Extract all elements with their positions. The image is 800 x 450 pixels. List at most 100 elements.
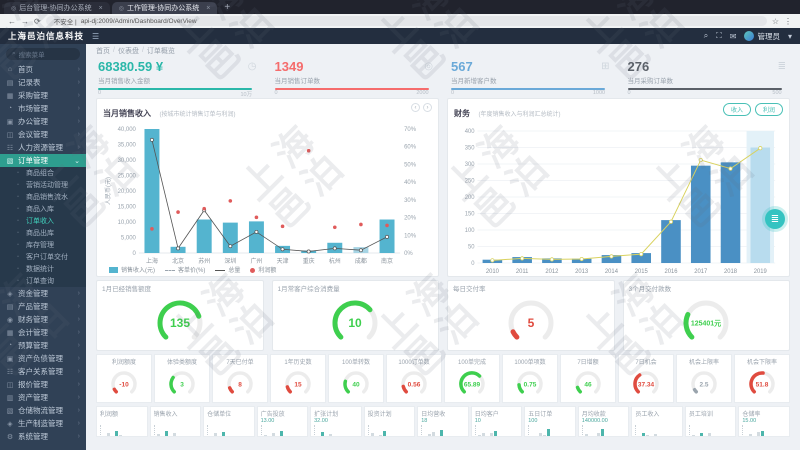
sidebar-subitem[interactable]: ▫ 客户订单交付: [0, 251, 86, 263]
sidebar-item[interactable]: ◈ 生产制造管理 ›: [0, 417, 86, 430]
sidebar-item[interactable]: ▣ 办公管理 ›: [0, 115, 86, 128]
sidebar-subitem[interactable]: ▫ 库存管理: [0, 239, 86, 251]
sidebar-subitem[interactable]: ▫ 营销活动管理: [0, 179, 86, 191]
gauge-label: 3个月交付款数: [628, 286, 672, 293]
line-marker: [306, 249, 311, 254]
legend-item[interactable]: 客单价(%): [165, 265, 205, 274]
tab-close-icon[interactable]: ×: [98, 4, 103, 12]
mini-chart-value: [368, 418, 412, 424]
sidebar-item[interactable]: ◉ 财务管理 ›: [0, 313, 86, 326]
fullscreen-icon[interactable]: ⛶: [716, 31, 722, 40]
sidebar-item[interactable]: ▤ 产品管理 ›: [0, 300, 86, 313]
sidebar-item[interactable]: ⚙ 系统管理 ›: [0, 430, 86, 443]
gauge-label: 100单转数: [341, 360, 370, 366]
mini-chart: 员工培训: [684, 406, 737, 437]
small-gauge: 1000单项数 0.75: [502, 354, 558, 403]
pager-prev-icon[interactable]: ‹: [411, 103, 420, 112]
breadcrumb-item[interactable]: 订单概览: [146, 47, 175, 55]
stat-range: 0 10万: [98, 90, 252, 98]
sales-chart-svg[interactable]: 40,000 35,000 30,000 25,000 20,000 15,000 10,0…: [103, 121, 432, 271]
sidebar-item[interactable]: ▤ 记录表 ›: [0, 76, 86, 89]
browser-tab-2[interactable]: ◎ 工作管理-协同办公系统 ×: [111, 2, 218, 14]
gauge-label: 每日交付率: [453, 286, 486, 293]
avatar[interactable]: [744, 31, 755, 41]
chevron-right-icon: ›: [77, 433, 80, 440]
forward-icon[interactable]: →: [21, 16, 29, 26]
gauge-svg: 65.89: [459, 371, 485, 394]
menu-item-icon: ▦: [6, 329, 14, 337]
sidebar-subitem[interactable]: ▫ 商品组合: [0, 167, 86, 179]
sidebar-subitem[interactable]: ▫ 商品销售流水: [0, 191, 86, 203]
sidebar-item[interactable]: ☷ 人力资源管理 ›: [0, 141, 86, 154]
sidebar-item[interactable]: ▥ 资产管理 ›: [0, 391, 86, 404]
hamburger-icon[interactable]: ☰: [92, 31, 100, 41]
sidebar-item[interactable]: ☷ 客户关系管理 ›: [0, 365, 86, 378]
browser-tab-1[interactable]: ◎ 后台管理-协同办公系统 ×: [4, 2, 110, 14]
sidebar-item[interactable]: ◔ 市场管理 ›: [0, 102, 86, 115]
browser-menu-icon[interactable]: ⋮: [784, 16, 792, 26]
gauge-label: 7日增额: [577, 360, 599, 366]
breadcrumb-item[interactable]: 首页: [96, 47, 110, 55]
mini-charts-row: 利润额 销售收入 仓储单位 广告投放 13.00 扩张计划 32.00 投资计划 日均营收 18 日…: [86, 403, 800, 437]
bookmark-star-icon[interactable]: ☆: [771, 16, 779, 26]
sidebar-item-label: 客户关系管理: [18, 367, 63, 376]
stat-range-max: 10万: [240, 92, 253, 98]
sidebar-item[interactable]: ▦ 采购管理 ›: [0, 89, 86, 102]
scatter-point: [228, 199, 233, 203]
sidebar-item-label: 订单管理: [18, 156, 48, 165]
sidebar-subitem[interactable]: ▫ 订单收入: [0, 215, 86, 227]
sidebar-search-input[interactable]: ⌕ 搜索菜单: [6, 48, 80, 60]
svg-text:40,000: 40,000: [118, 127, 137, 133]
sidebar-item[interactable]: ◈ 资金管理 ›: [0, 287, 86, 300]
profit-pill-button[interactable]: 利润: [754, 103, 783, 116]
mini-chart-bars: [581, 425, 626, 436]
tab-close-icon[interactable]: ×: [206, 4, 211, 12]
menu-item-icon: ◉: [6, 316, 14, 324]
gauge-arc: [112, 387, 118, 394]
mail-icon[interactable]: ✉: [729, 31, 737, 41]
pager-next-icon[interactable]: ›: [423, 103, 432, 112]
sidebar-subitem[interactable]: ▫ 数据统计: [0, 263, 86, 275]
sidebar-item[interactable]: ◔ 预算管理 ›: [0, 339, 86, 352]
gauge-arc: [517, 383, 524, 394]
svg-text:30,000: 30,000: [118, 158, 137, 164]
sidebar-item[interactable]: ◫ 会议管理 ›: [0, 128, 86, 141]
sidebar-item[interactable]: ⌂ 首页 ›: [0, 63, 86, 76]
back-icon[interactable]: ←: [8, 16, 16, 26]
finance-chart-svg[interactable]: 400 350 300 250 200 150 100 50 0 2010 2011 2012 2013…: [454, 121, 783, 277]
scatter-point: [306, 148, 311, 153]
chevron-down-icon[interactable]: ▾: [787, 31, 792, 41]
mini-bar: [638, 436, 641, 437]
url-input[interactable]: 不安全 | api-dj:2009/Admin/Dashboard/OverVi…: [45, 16, 767, 26]
chevron-right-icon: ›: [77, 316, 80, 323]
svg-text:2018: 2018: [724, 269, 738, 275]
mini-bar: [115, 430, 118, 436]
legend-item[interactable]: 利润额: [250, 265, 276, 274]
sidebar-item-active[interactable]: ▧ 订单管理 ⌄: [0, 154, 86, 167]
gauge-panel: 1月常客户综合消费量 10: [271, 280, 439, 351]
sidebar-item[interactable]: ▧ 仓储物流管理 ›: [0, 404, 86, 417]
chevron-down-icon: ⌄: [74, 157, 80, 165]
refresh-icon[interactable]: ⟳: [34, 16, 41, 26]
legend-item[interactable]: 销售收入(元): [109, 265, 155, 274]
dot-icon: ▫: [17, 242, 19, 248]
sidebar-item[interactable]: ▦ 会计管理 ›: [0, 326, 86, 339]
mini-bar: [753, 436, 756, 437]
sidebar-subitem[interactable]: ▫ 商品入库: [0, 203, 86, 215]
svg-text:10%: 10%: [404, 233, 417, 239]
sidebar-subitem[interactable]: ▫ 商品出库: [0, 227, 86, 239]
finance-chart-buttons: 收入 利润: [722, 103, 783, 116]
user-name[interactable]: 管理员: [757, 31, 780, 41]
mini-bar: [370, 433, 374, 436]
breadcrumb-item[interactable]: 仪表盘: [117, 47, 139, 55]
gauge-value: 15: [294, 381, 302, 388]
sidebar-subitem[interactable]: ▫ 订单查询: [0, 275, 86, 287]
sidebar-item[interactable]: ▣ 资产负债管理 ›: [0, 352, 86, 365]
sidebar-item[interactable]: ◫ 报价管理 ›: [0, 378, 86, 391]
floating-action-button[interactable]: ≣: [765, 209, 785, 229]
legend-item[interactable]: 总量: [215, 265, 240, 274]
menu-item-icon: ◫: [6, 131, 14, 139]
new-tab-button[interactable]: +: [224, 2, 231, 13]
income-pill-button[interactable]: 收入: [722, 103, 751, 116]
search-icon[interactable]: ⌕: [703, 31, 709, 40]
